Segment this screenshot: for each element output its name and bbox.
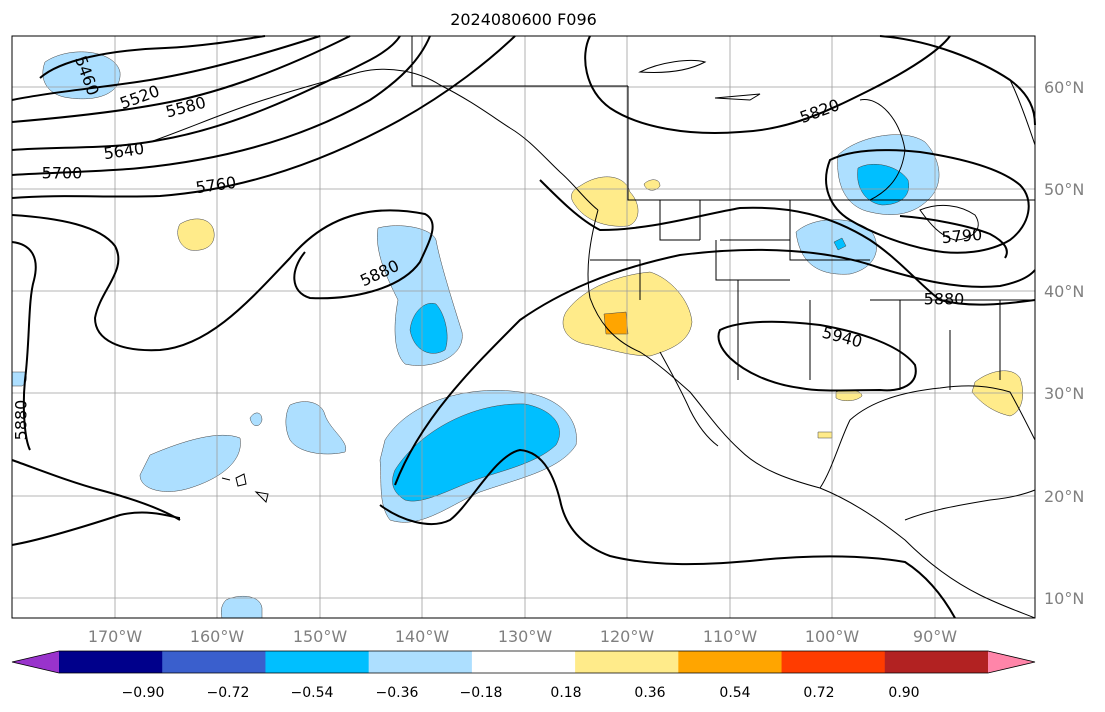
contour-label: 5880 (12, 400, 31, 441)
colorbar-segment (12, 651, 59, 673)
lon-label: 110°W (703, 627, 758, 646)
colorbar-tick-label: 0.18 (550, 685, 581, 701)
lon-label: 140°W (395, 627, 450, 646)
coastlines (149, 36, 1036, 619)
contour-label: 5880 (924, 290, 965, 309)
colorbar-tick-label: 0.36 (634, 685, 665, 701)
lat-label: 50°N (1044, 180, 1084, 199)
colorbar-segment (884, 651, 989, 673)
contour-label: 5790 (941, 225, 983, 247)
colorbar-tick-label: 0.54 (719, 685, 750, 701)
contour-label: 5700 (42, 164, 83, 183)
lon-label: 90°W (913, 627, 957, 646)
lon-label: 130°W (498, 627, 553, 646)
colorbar-segment (368, 651, 473, 673)
lon-label: 150°W (293, 627, 348, 646)
colorbar-segment (471, 651, 576, 673)
colorbar-segment (59, 651, 163, 673)
map-title: 2024080600 F096 (450, 10, 597, 29)
colorbar-tick-label: −0.72 (207, 685, 250, 701)
colorbar-tick-label: −0.90 (122, 685, 165, 701)
lon-label: 170°W (88, 627, 143, 646)
lon-label: 160°W (190, 627, 245, 646)
colorbar-tick-label: −0.36 (376, 685, 419, 701)
longitude-labels: 170°W 160°W 150°W 140°W 130°W 120°W 110°… (88, 627, 957, 646)
colorbar-segment (575, 651, 679, 673)
lat-label: 30°N (1044, 384, 1084, 403)
colorbar-tick-label: 0.90 (888, 685, 919, 701)
colorbar-segment (781, 651, 886, 673)
latitude-labels: 60°N 50°N 40°N 30°N 20°N 10°N (1044, 78, 1084, 608)
colorbar-segment (988, 651, 1035, 673)
lat-label: 40°N (1044, 282, 1084, 301)
lon-label: 100°W (805, 627, 860, 646)
map-frame (11, 35, 1036, 619)
colorbar-segment (678, 651, 783, 673)
lat-label: 10°N (1044, 589, 1084, 608)
map-panel (12, 36, 1035, 618)
colorbar-tick-label: −0.54 (291, 685, 334, 701)
colorbar-ticks: −0.90 −0.72 −0.54 −0.36 −0.18 0.18 0.36 … (122, 685, 920, 701)
lat-label: 60°N (1044, 78, 1084, 97)
colorbar-segment (265, 651, 370, 673)
colorbar-tick-label: −0.18 (460, 685, 503, 701)
lon-label: 120°W (600, 627, 655, 646)
lat-label: 20°N (1044, 487, 1084, 506)
colorbar (11, 650, 1036, 674)
colorbar-tick-label: 0.72 (803, 685, 834, 701)
colorbar-segment (162, 651, 266, 673)
colorbar-outline (11, 650, 1036, 674)
height-contours (11, 35, 1036, 619)
